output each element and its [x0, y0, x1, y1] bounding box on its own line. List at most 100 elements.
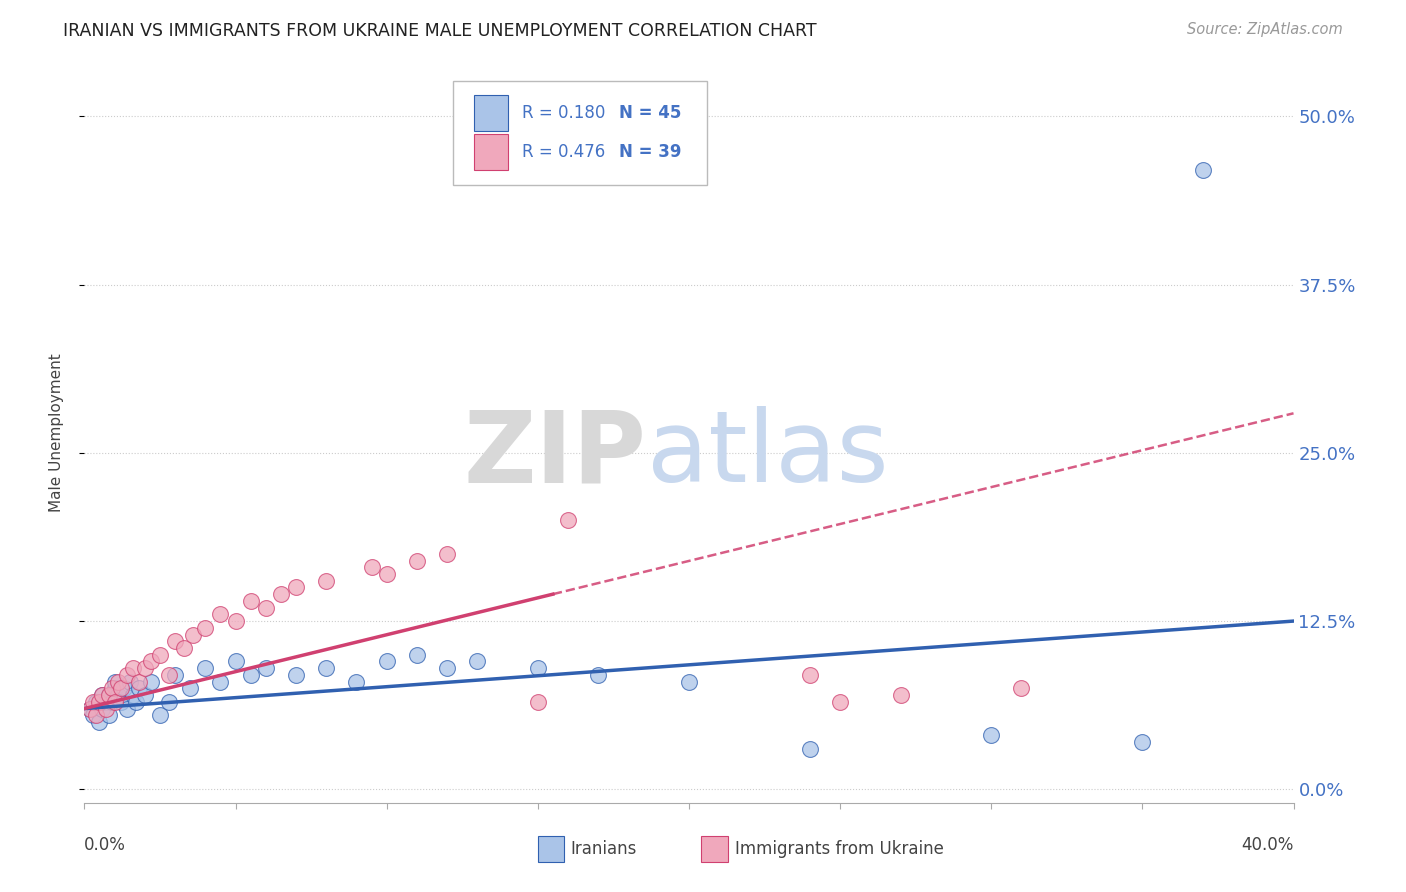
Text: N = 45: N = 45: [619, 103, 681, 122]
FancyBboxPatch shape: [702, 836, 728, 862]
Point: [139, 655, 162, 669]
Point: [285, 668, 308, 682]
Point: [527, 695, 550, 709]
Point: [830, 695, 852, 709]
Point: [134, 661, 156, 675]
Point: [225, 614, 247, 628]
Point: [557, 513, 579, 527]
Point: [527, 661, 550, 675]
Point: [209, 607, 232, 622]
Point: [107, 674, 129, 689]
Point: [91, 688, 114, 702]
Point: [239, 594, 262, 608]
Point: [194, 621, 217, 635]
Text: IRANIAN VS IMMIGRANTS FROM UKRAINE MALE UNEMPLOYMENT CORRELATION CHART: IRANIAN VS IMMIGRANTS FROM UKRAINE MALE …: [63, 22, 817, 40]
Point: [209, 674, 232, 689]
Point: [121, 688, 143, 702]
FancyBboxPatch shape: [474, 95, 508, 130]
Text: N = 39: N = 39: [619, 143, 682, 161]
Point: [346, 674, 368, 689]
Point: [436, 661, 458, 675]
Point: [436, 547, 458, 561]
Point: [254, 600, 277, 615]
Point: [1130, 735, 1153, 749]
Point: [115, 668, 138, 682]
Point: [799, 742, 821, 756]
Point: [285, 581, 308, 595]
Point: [115, 701, 138, 715]
Point: [890, 688, 912, 702]
Point: [79, 701, 101, 715]
Point: [375, 566, 398, 581]
Point: [112, 681, 135, 696]
Point: [125, 695, 148, 709]
Point: [107, 688, 129, 702]
Point: [86, 708, 108, 723]
Point: [157, 695, 180, 709]
Point: [89, 695, 111, 709]
Point: [588, 668, 610, 682]
Point: [100, 695, 122, 709]
FancyBboxPatch shape: [474, 135, 508, 169]
Text: Iranians: Iranians: [571, 839, 637, 858]
Point: [149, 648, 172, 662]
Text: R = 0.476: R = 0.476: [522, 143, 606, 161]
Point: [121, 661, 143, 675]
Point: [91, 701, 114, 715]
Point: [360, 560, 382, 574]
Point: [134, 688, 156, 702]
Point: [91, 688, 114, 702]
FancyBboxPatch shape: [538, 836, 564, 862]
Point: [118, 674, 141, 689]
Point: [467, 655, 489, 669]
Point: [149, 708, 172, 723]
Point: [179, 681, 201, 696]
Point: [82, 708, 104, 723]
Point: [97, 708, 120, 723]
Point: [406, 553, 429, 567]
Point: [165, 634, 187, 648]
Point: [375, 655, 398, 669]
Text: ZIP: ZIP: [464, 407, 647, 503]
Text: 0.0%: 0.0%: [84, 837, 127, 855]
Point: [94, 701, 117, 715]
Point: [157, 668, 180, 682]
Point: [165, 668, 187, 682]
Point: [181, 627, 204, 641]
Y-axis label: Male Unemployment: Male Unemployment: [49, 353, 63, 512]
Point: [225, 655, 247, 669]
Text: R = 0.180: R = 0.180: [522, 103, 606, 122]
Point: [104, 674, 127, 689]
Point: [678, 674, 700, 689]
FancyBboxPatch shape: [453, 81, 707, 185]
Text: atlas: atlas: [647, 407, 889, 503]
Text: 40.0%: 40.0%: [1241, 837, 1294, 855]
Point: [980, 729, 1002, 743]
Point: [1192, 163, 1215, 178]
Point: [270, 587, 292, 601]
Point: [110, 695, 132, 709]
Point: [406, 648, 429, 662]
Point: [79, 701, 101, 715]
Point: [315, 574, 337, 588]
Point: [97, 688, 120, 702]
Point: [82, 695, 104, 709]
Point: [315, 661, 337, 675]
Point: [104, 681, 127, 696]
Point: [94, 695, 117, 709]
Point: [254, 661, 277, 675]
Point: [97, 688, 120, 702]
Text: Immigrants from Ukraine: Immigrants from Ukraine: [735, 839, 943, 858]
Point: [128, 674, 150, 689]
Point: [239, 668, 262, 682]
Point: [194, 661, 217, 675]
Point: [128, 681, 150, 696]
Point: [1011, 681, 1033, 696]
Point: [139, 674, 162, 689]
Point: [104, 695, 127, 709]
Point: [89, 714, 111, 729]
Point: [173, 640, 195, 655]
Point: [100, 681, 122, 696]
Text: Source: ZipAtlas.com: Source: ZipAtlas.com: [1187, 22, 1343, 37]
Point: [86, 695, 108, 709]
